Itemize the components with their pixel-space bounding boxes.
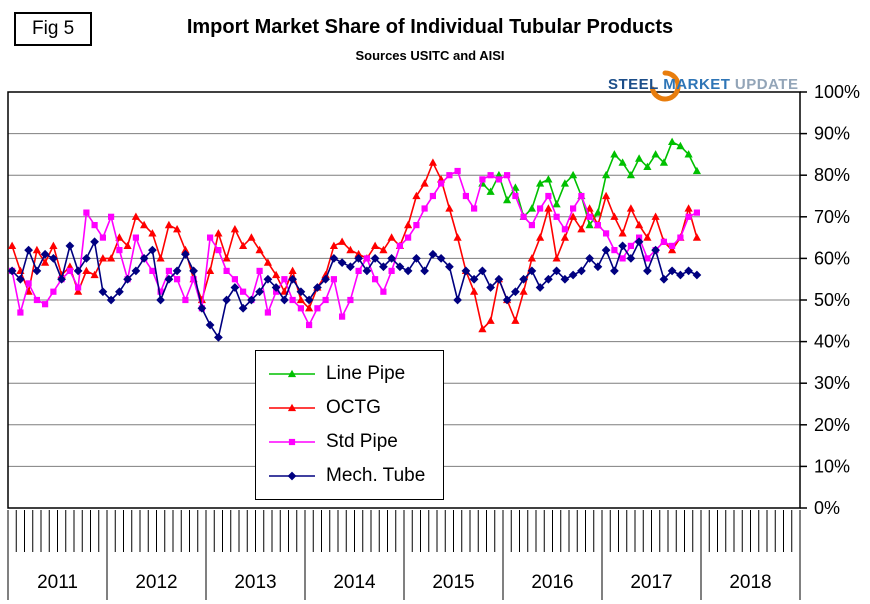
svg-text:2017: 2017 [630, 572, 672, 593]
svg-text:90%: 90% [814, 124, 850, 144]
legend-label: Line Pipe [326, 363, 406, 384]
svg-text:0%: 0% [814, 498, 840, 518]
svg-text:80%: 80% [814, 165, 850, 185]
figure-label: Fig 5 [14, 12, 93, 46]
svg-text:70%: 70% [814, 207, 850, 227]
svg-text:2016: 2016 [531, 572, 573, 593]
logo-text-update: UPDATE [734, 76, 799, 93]
legend-item-std-pipe: Std Pipe [268, 427, 425, 457]
legend-label: OCTG [326, 397, 381, 418]
legend-marker-icon [269, 369, 315, 378]
svg-text:60%: 60% [814, 248, 850, 268]
svg-text:2013: 2013 [234, 572, 276, 593]
chart-subtitle: Sources USITC and AISI [355, 48, 505, 63]
legend-marker-icon [269, 403, 315, 412]
svg-text:40%: 40% [814, 332, 850, 352]
svg-text:100%: 100% [814, 82, 860, 102]
legend-marker-icon [269, 471, 315, 481]
legend-item-octg: OCTG [268, 393, 425, 423]
chart-legend: Line Pipe OCTG Std Pipe Mech. Tube [255, 350, 445, 500]
logo-text-market: MARKET [663, 76, 731, 93]
svg-text:10%: 10% [814, 456, 850, 476]
svg-text:2018: 2018 [729, 572, 771, 593]
svg-text:2012: 2012 [135, 572, 177, 593]
svg-text:20%: 20% [814, 415, 850, 435]
svg-text:50%: 50% [814, 290, 850, 310]
chart-title: Import Market Share of Individual Tubula… [186, 16, 674, 38]
legend-item-line-pipe: Line Pipe [268, 359, 425, 389]
logo-text-steel: STEEL [608, 76, 659, 93]
svg-text:2015: 2015 [432, 572, 474, 593]
legend-label: Mech. Tube [326, 465, 426, 486]
svg-text:30%: 30% [814, 373, 850, 393]
svg-text:2014: 2014 [333, 572, 376, 593]
legend-label: Std Pipe [326, 431, 398, 452]
legend-marker-icon [269, 438, 315, 446]
logo-swirl-icon [650, 70, 681, 102]
smu-logo: STEEL MARKET UPDATE [608, 70, 799, 102]
legend-item-mech-tube: Mech. Tube [268, 461, 425, 491]
svg-text:2011: 2011 [37, 572, 78, 593]
